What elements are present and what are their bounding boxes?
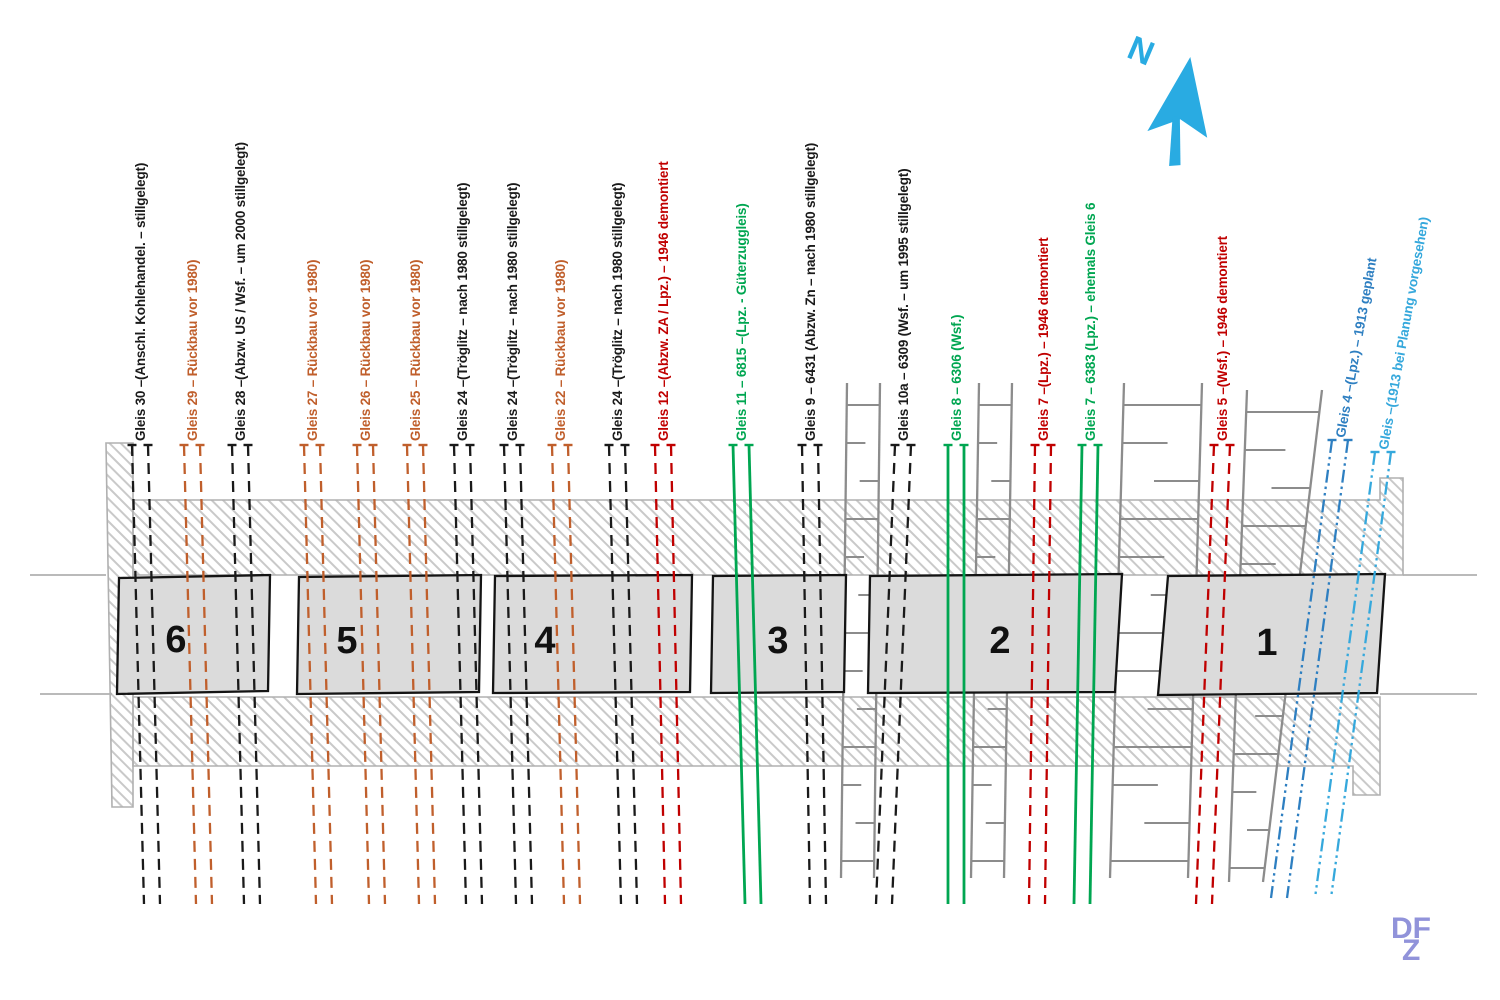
bridge-pier-5: 5 bbox=[295, 573, 483, 696]
track-gleis-26 bbox=[352, 443, 387, 905]
north-letter: N bbox=[1122, 29, 1159, 74]
track-label-gleis-5: Gleis 5 –(Wsf.) – 1946 demontiert bbox=[1215, 236, 1230, 441]
pier-number-1: 1 bbox=[1256, 622, 1277, 664]
track-gleis-11 bbox=[728, 443, 763, 905]
bridge-pier-6: 6 bbox=[115, 573, 272, 696]
pier-number-6: 6 bbox=[165, 619, 186, 661]
track-label-gleis-8: Gleis 8 – 6306 (Wsf.) bbox=[949, 314, 964, 441]
retaining-wall-north bbox=[132, 477, 1404, 576]
pier-number-4: 4 bbox=[534, 620, 555, 662]
track-gleis-7 bbox=[1072, 443, 1103, 905]
logo-letter-z: Z bbox=[1402, 934, 1421, 967]
north-arrow-shaft bbox=[1169, 116, 1181, 166]
track-label-gleis-7: Gleis 7 – 6383 (Lpz.) – ehemals Gleis 6 bbox=[1083, 202, 1098, 441]
track-label-gleis-11: Gleis 11 – 6815 –(Lpz. - Güterzuggleis) bbox=[734, 203, 749, 441]
track-gleis-4 bbox=[1269, 438, 1353, 899]
track-label-gleis-24b: Gleis 24 –(Tröglitz – nach 1980 stillgel… bbox=[505, 182, 520, 441]
track-gleis-10a bbox=[874, 443, 916, 905]
pier-number-5: 5 bbox=[336, 620, 357, 662]
track-label-gleis-10a: Gleis 10a – 6309 (Wsf. – um 1995 stillge… bbox=[896, 168, 911, 441]
track-gleis-27 bbox=[299, 443, 334, 905]
track-gleis-28 bbox=[227, 443, 262, 905]
track-gleis-29 bbox=[179, 443, 214, 905]
track-gleis-9 bbox=[797, 443, 828, 905]
track-label-gleis-22: Gleis 22 – Rückbau vor 1980) bbox=[553, 259, 568, 441]
track-gleis-24a bbox=[449, 443, 484, 905]
track-label-gleis-26: Gleis 26 – Rückbau vor 1980) bbox=[358, 259, 373, 441]
track-gleis-8 bbox=[943, 443, 969, 904]
track-gleis-5 bbox=[1194, 443, 1235, 905]
track-label-gleis-24c: Gleis 24 –(Tröglitz – nach 1980 stillgel… bbox=[610, 182, 625, 441]
bridge-edge-lines bbox=[30, 574, 1477, 695]
track-label-gleis-24a: Gleis 24 –(Tröglitz – nach 1980 stillgel… bbox=[455, 182, 470, 441]
track-label-gleis-12: Gleis 12 –(Abzw. ZA / Lpz.) – 1946 demon… bbox=[656, 161, 671, 441]
track-gleis-25 bbox=[402, 443, 437, 905]
track-gleis-30 bbox=[127, 443, 162, 905]
pier-number-2: 2 bbox=[989, 620, 1010, 662]
track-gleis-24b bbox=[499, 443, 534, 905]
track-label-gleis-27: Gleis 27 – Rückbau vor 1980) bbox=[305, 259, 320, 441]
track-gleis-12 bbox=[650, 443, 683, 905]
logo-letters-df: DF bbox=[1391, 912, 1431, 945]
pier-number-3: 3 bbox=[767, 620, 788, 662]
track-label-gleis-9: Gleis 9 – 6431 (Abzw. Zn – nach 1980 sti… bbox=[803, 142, 818, 441]
track-label-gleis-25: Gleis 25 – Rückbau vor 1980) bbox=[408, 259, 423, 441]
bridge-pier-1: 1 bbox=[1156, 572, 1387, 697]
track-label-gleis-7a: Gleis 7 –(Lpz.) – 1946 demontiert bbox=[1036, 237, 1051, 441]
track-gleis-22 bbox=[547, 443, 582, 905]
track-gleis-24c bbox=[604, 443, 639, 905]
north-arrow: N bbox=[1122, 29, 1208, 166]
track-label-gleis-30: Gleis 30 –(Anschl. Kohlehandel. – stillg… bbox=[133, 162, 148, 441]
track-label-gleis-28: Gleis 28 –(Abzw. US / Wsf. – um 2000 sti… bbox=[233, 142, 248, 441]
track-gleis-plan bbox=[1313, 450, 1396, 899]
track-label-gleis-29: Gleis 29 – Rückbau vor 1980) bbox=[185, 259, 200, 441]
track-gleis-7a bbox=[1027, 443, 1056, 905]
bridge-pier-3: 3 bbox=[709, 573, 848, 695]
bridge-pier-2: 2 bbox=[866, 572, 1124, 695]
north-arrow-head bbox=[1147, 56, 1208, 138]
bridge-pier-4: 4 bbox=[491, 573, 694, 695]
